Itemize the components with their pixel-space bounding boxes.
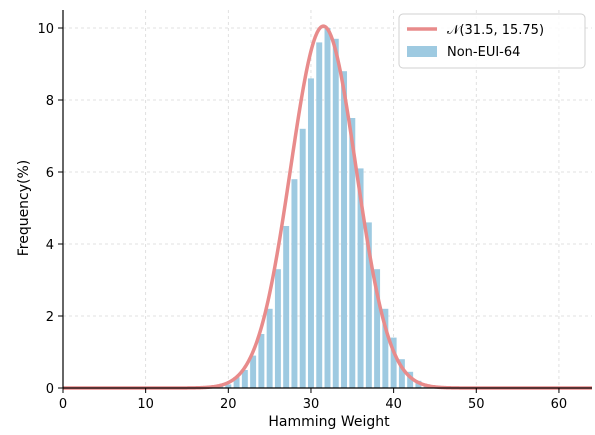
bar-series xyxy=(217,28,430,389)
legend-bar-swatch xyxy=(407,46,437,57)
bar xyxy=(299,128,306,389)
bar xyxy=(407,371,414,388)
bar xyxy=(398,359,405,388)
x-tick-label: 20 xyxy=(220,397,237,412)
bar xyxy=(316,42,323,389)
bar xyxy=(332,38,339,389)
y-tick-label: 0 xyxy=(46,382,54,397)
y-tick-label: 4 xyxy=(46,238,54,253)
bar xyxy=(291,179,298,388)
legend-frame xyxy=(398,13,586,69)
bar xyxy=(274,269,281,388)
bar xyxy=(341,71,348,388)
x-tick-label: 50 xyxy=(468,397,485,412)
legend-label-normal: 𝒩(31.5, 15.75) xyxy=(447,23,544,38)
bar xyxy=(283,226,290,388)
bar xyxy=(266,308,273,388)
bar xyxy=(349,118,356,388)
tick-labels: 0 10 20 30 40 50 60 0 2 4 6 8 10 xyxy=(37,22,567,412)
legend: 𝒩(31.5, 15.75) Non-EUI-64 xyxy=(398,13,586,69)
y-tick-label: 2 xyxy=(46,310,54,325)
bar xyxy=(390,337,397,388)
bar xyxy=(241,370,248,388)
x-tick-label: 60 xyxy=(551,397,568,412)
bar xyxy=(225,384,232,388)
x-tick-label: 40 xyxy=(385,397,402,412)
bar xyxy=(365,222,372,388)
x-tick-label: 10 xyxy=(137,397,154,412)
bar xyxy=(374,269,381,388)
bar xyxy=(258,334,265,388)
legend-label-non-eui-64: Non-EUI-64 xyxy=(447,45,520,60)
x-tick-label: 30 xyxy=(303,397,320,412)
bar xyxy=(382,308,389,388)
bar xyxy=(357,168,364,388)
x-axis-label: Hamming Weight xyxy=(268,414,390,430)
y-tick-label: 8 xyxy=(46,94,54,109)
y-axis-label: Frequency(%) xyxy=(16,160,32,257)
bar xyxy=(324,28,331,388)
y-tick-label: 6 xyxy=(46,166,54,181)
y-tick-label: 10 xyxy=(37,22,54,37)
bar xyxy=(250,355,257,388)
axes xyxy=(62,10,592,389)
x-tick-label: 0 xyxy=(59,397,67,412)
bar xyxy=(307,78,314,389)
bar xyxy=(233,377,240,388)
